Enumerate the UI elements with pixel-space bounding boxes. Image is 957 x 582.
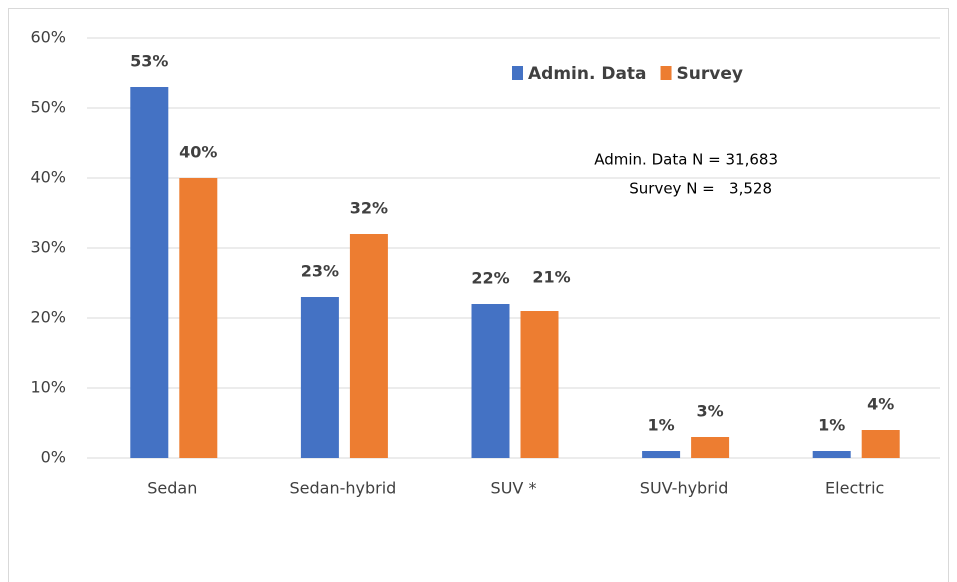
y-tick-label: 20%	[30, 308, 66, 327]
x-tick-label: Sedan-hybrid	[289, 479, 396, 498]
annotation: Survey N = 3,528	[629, 180, 772, 198]
x-tick-label: SUV-hybrid	[640, 479, 729, 498]
value-label: 21%	[532, 268, 570, 287]
y-tick-label: 10%	[30, 378, 66, 397]
bar	[861, 430, 900, 458]
bar	[471, 304, 510, 458]
x-tick-label: Sedan	[147, 479, 197, 498]
y-tick-label: 40%	[30, 168, 66, 187]
value-label: 1%	[648, 416, 675, 435]
value-label: 40%	[179, 143, 217, 162]
chart-border	[8, 8, 949, 582]
legend-swatch	[512, 66, 523, 80]
y-tick-label: 30%	[30, 238, 66, 257]
bar	[812, 451, 851, 458]
legend-label: Survey	[677, 64, 743, 84]
bar	[520, 311, 559, 458]
value-label: 23%	[301, 262, 339, 281]
bar	[349, 234, 388, 458]
bar	[691, 437, 730, 458]
y-tick-label: 60%	[30, 28, 66, 47]
value-label: 3%	[697, 402, 724, 421]
bar	[130, 87, 169, 458]
bar	[300, 297, 339, 458]
bar	[179, 178, 218, 458]
legend-label: Admin. Data	[528, 64, 647, 84]
value-label: 53%	[130, 52, 168, 71]
y-tick-label: 0%	[41, 448, 66, 467]
value-label: 4%	[867, 395, 894, 414]
value-label: 1%	[818, 416, 845, 435]
bar	[642, 451, 681, 458]
value-label: 32%	[350, 199, 388, 218]
annotation: Admin. Data N = 31,683	[594, 151, 778, 169]
y-tick-label: 50%	[30, 98, 66, 117]
value-label: 22%	[471, 269, 509, 288]
legend-swatch	[660, 66, 672, 80]
x-tick-label: SUV *	[491, 479, 537, 498]
x-tick-label: Electric	[825, 479, 884, 498]
